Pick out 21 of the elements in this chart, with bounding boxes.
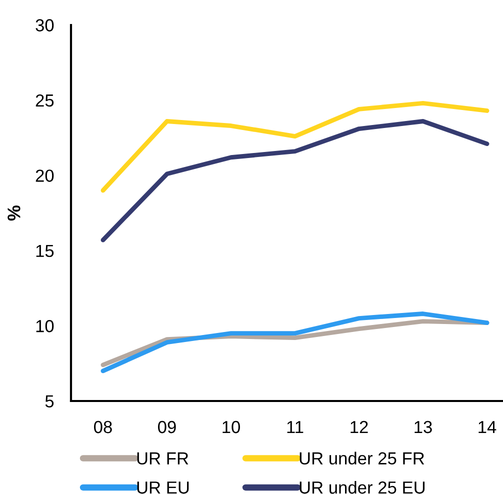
y-tick-label: 20: [36, 170, 54, 182]
legend-label: UR under 25 FR: [300, 452, 424, 465]
x-tick-label: 12: [350, 420, 368, 434]
legend-label: UR EU: [137, 482, 189, 494]
legend-label: UR under 25 EU: [300, 480, 425, 494]
x-tick-label: 08: [94, 420, 112, 434]
line-series: [100, 119, 490, 242]
x-tick-label: 14: [478, 421, 496, 434]
legend-label: UR FR: [137, 452, 188, 465]
y-tick-label: 30: [36, 19, 54, 32]
y-tick-label: 25: [36, 94, 54, 107]
x-tick-label: 11: [287, 421, 304, 434]
x-tick-label: 13: [414, 420, 432, 434]
y-axis-title: %: [8, 205, 20, 221]
x-tick-label: 09: [158, 420, 176, 434]
y-tick-label: 10: [36, 320, 54, 332]
x-tick-label: 10: [222, 420, 240, 434]
y-tick-label: 15: [36, 244, 54, 258]
line-series: [100, 100, 490, 193]
y-tick-label: 5: [45, 395, 54, 408]
line-series: [100, 312, 490, 374]
